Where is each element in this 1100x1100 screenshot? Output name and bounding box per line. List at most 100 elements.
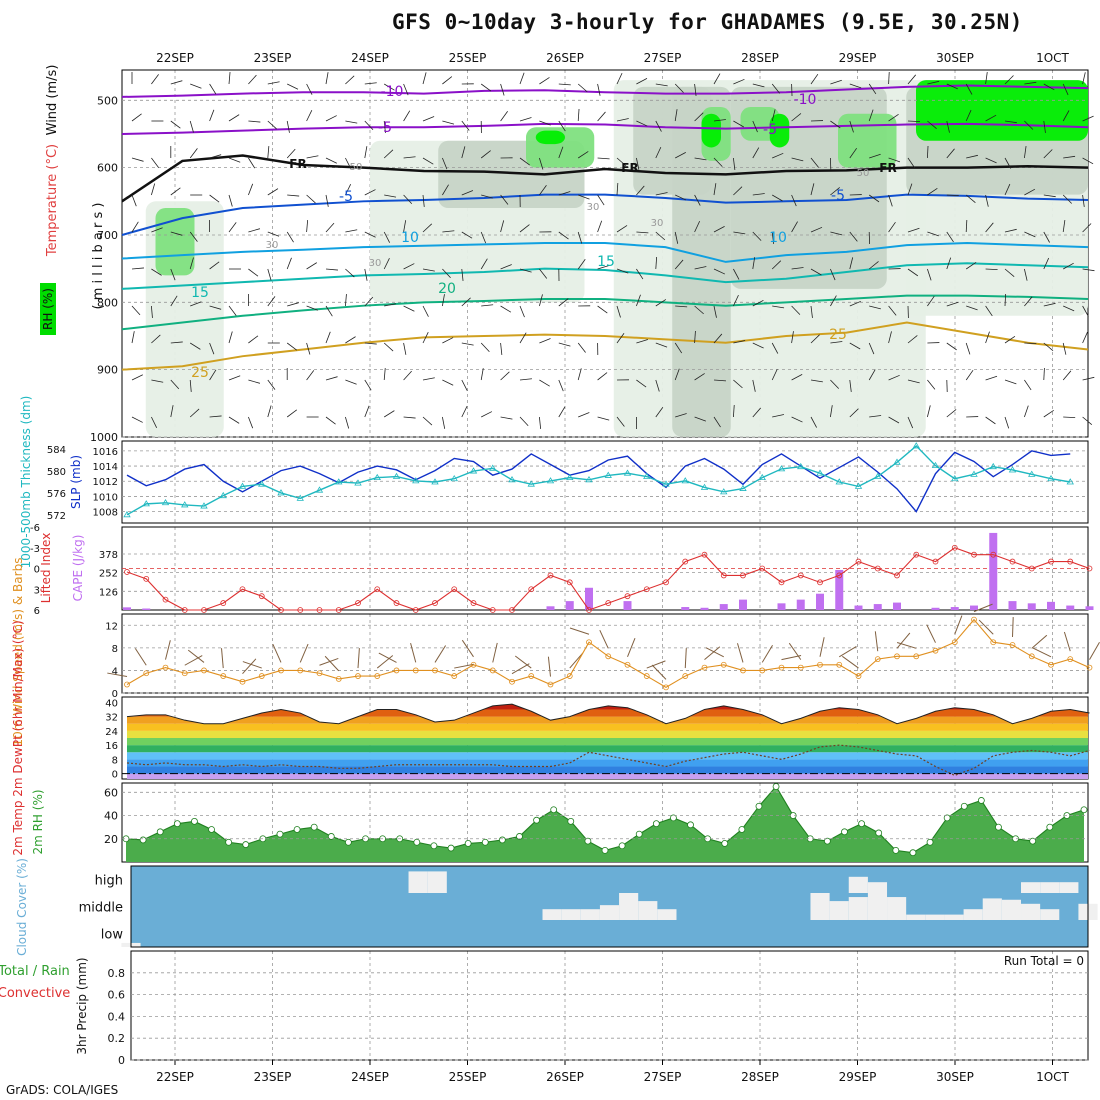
wind-barb — [461, 379, 468, 391]
wind-barb — [1062, 220, 1066, 233]
wind-barb — [287, 83, 299, 90]
panel-frame-precip — [130, 950, 1089, 1061]
wind-barb — [985, 375, 998, 381]
wind-barb — [442, 157, 448, 170]
wind-barb — [1004, 335, 1016, 344]
temp-color-band — [127, 723, 1088, 731]
wind-barb — [384, 303, 397, 307]
rh2m-marker — [293, 826, 301, 833]
cloud-cover-bar-middle — [829, 901, 849, 920]
cloud-cover-bar-high — [867, 882, 888, 893]
temp-tick-label: 32 — [105, 713, 118, 724]
series-slp — [126, 450, 1071, 513]
thickness-marker — [200, 502, 208, 509]
wind-barb — [597, 372, 608, 381]
surface-wind-barb — [357, 648, 360, 669]
surface-wind-barb — [896, 632, 911, 649]
wind-barb — [539, 379, 550, 387]
cloud-cover-bar-middle — [599, 905, 620, 920]
cloud-level-label: middle — [79, 901, 123, 916]
wind-barb — [131, 331, 135, 344]
wind-barb — [1063, 305, 1075, 312]
thickness-marker — [219, 491, 227, 499]
wind-speed-marker — [393, 667, 400, 674]
lifted-index-marker — [817, 579, 823, 586]
wind-barb — [869, 415, 882, 418]
wind-barb — [1043, 367, 1045, 381]
thickness-marker — [604, 471, 612, 478]
cloud-cover-bar-middle — [580, 909, 600, 920]
wind-barb — [384, 194, 397, 198]
wind-barb — [403, 305, 415, 312]
wind-barb — [190, 83, 202, 89]
wind-barb — [907, 120, 921, 123]
rh2m-marker — [242, 841, 250, 848]
wind-barb — [868, 261, 879, 270]
wind-barb — [461, 190, 474, 196]
rh2m-marker — [567, 817, 575, 825]
rh2m-marker — [310, 823, 318, 831]
lifted-index-line — [126, 547, 1090, 611]
wind-barb — [675, 194, 687, 201]
temp-color-band — [127, 704, 1088, 710]
wind-barb — [694, 373, 705, 381]
thickness-ylabel: 1000-500mb Thickness (dm) — [19, 396, 33, 569]
freezing-label: FR — [879, 161, 896, 175]
wind-barb — [577, 109, 580, 122]
isotherm-label: -5 — [763, 122, 777, 138]
wind-barb — [694, 112, 704, 122]
wind-barb — [481, 194, 493, 199]
wind-barb — [771, 368, 778, 381]
wind-barb — [1063, 155, 1076, 159]
lifted-index-marker — [971, 551, 977, 558]
wind-barb — [655, 379, 660, 392]
wind-barb — [267, 188, 279, 196]
wind-barb — [267, 405, 272, 418]
wind-barb — [170, 231, 183, 236]
wind-tick-label: 12 — [105, 621, 118, 632]
rh-patch-70 — [155, 208, 195, 276]
wind-barb — [810, 183, 815, 196]
wind-speed-marker — [990, 639, 997, 646]
wind-barb — [830, 120, 841, 129]
wind-barb — [131, 221, 139, 233]
rh2m-marker — [584, 837, 592, 845]
temp-color-band — [127, 738, 1088, 746]
wind-barb — [694, 416, 707, 422]
wind-barb — [791, 374, 803, 381]
lifted-index-marker — [701, 551, 708, 558]
rh2m-marker — [738, 826, 746, 833]
wind-barb — [422, 305, 429, 317]
thickness-marker — [912, 442, 920, 449]
wind-barb — [713, 268, 726, 275]
cloud-cover-bar-middle — [963, 909, 983, 920]
wind-speed-marker — [682, 673, 689, 679]
wind-barb — [888, 194, 893, 207]
wind-speed-marker — [740, 667, 746, 674]
rh2m-marker — [755, 802, 763, 810]
cloud-cover-bar-middle — [810, 893, 830, 920]
wind-barb — [403, 416, 416, 419]
wind-barb — [500, 416, 513, 420]
wind-barb — [616, 305, 621, 318]
wind-barb — [965, 109, 972, 122]
wind-barb — [287, 302, 299, 307]
wind-barb — [849, 83, 862, 89]
isotherm-label: -5 — [339, 189, 353, 205]
wind-barb — [422, 268, 435, 272]
wind-barb — [675, 413, 687, 418]
lifted-index-marker — [220, 600, 227, 606]
wind-barb — [190, 301, 202, 307]
wind-barb — [636, 379, 647, 388]
wind-barb — [345, 229, 358, 233]
date-label-top: 28SEP — [741, 51, 779, 65]
wind-barb — [578, 194, 590, 200]
lifted-index-marker — [239, 586, 246, 593]
wind-barb — [907, 157, 916, 169]
wind-barb — [1082, 416, 1093, 426]
surface-wind-barb — [1089, 642, 1100, 660]
wind-barb — [636, 157, 640, 170]
wind-barb — [655, 120, 662, 132]
wind-barb — [849, 408, 859, 418]
wind-barb — [170, 295, 178, 307]
